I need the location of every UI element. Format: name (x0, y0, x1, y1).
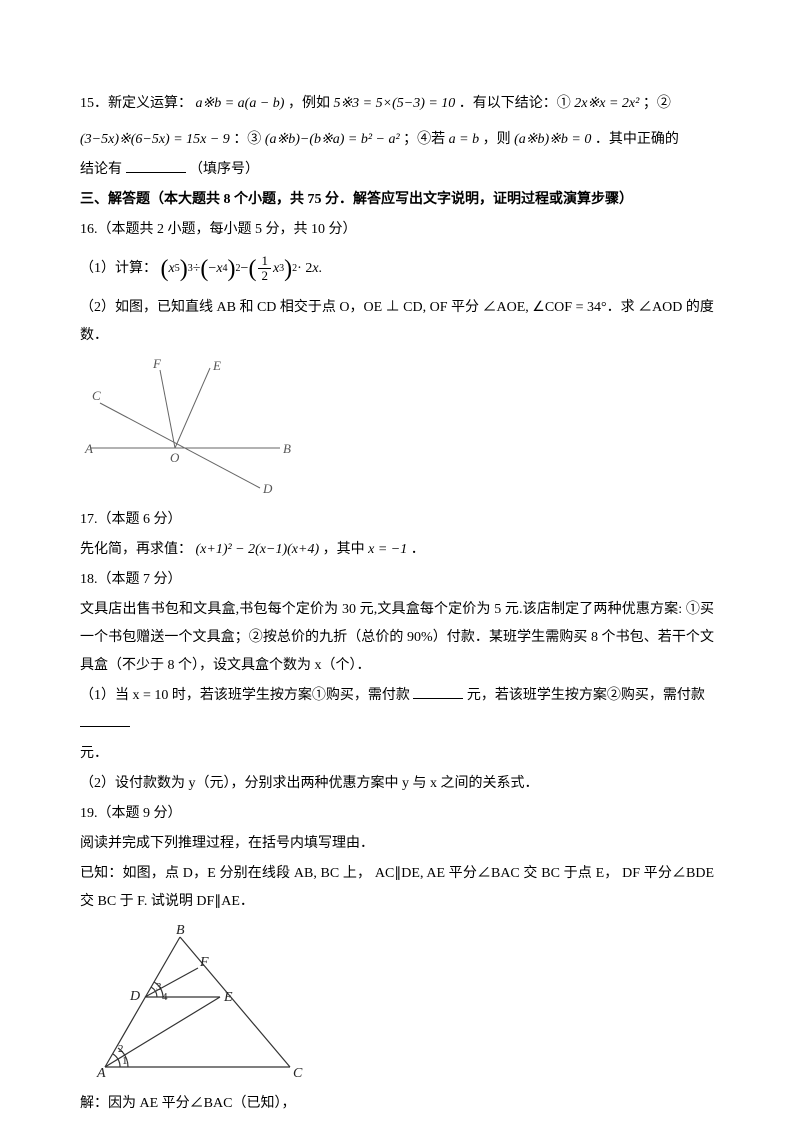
q17-body: 先化简，再求值： (x+1)² − 2(x−1)(x+4) ，其中 x = −1… (80, 536, 714, 564)
q19-sol: 解：因为 AE 平分∠BAC（已知）， (80, 1090, 714, 1118)
d1-E: E (212, 358, 221, 373)
d2-C: C (293, 1066, 303, 1081)
q18-blank1[interactable] (413, 685, 463, 699)
q18-p3: （2）设付款数为 y（元），分别求出两种优惠方案中 y 与 x 之间的关系式． (80, 770, 714, 798)
q15-c1: 2x※x = 2x² (574, 96, 639, 111)
d1-F: F (152, 358, 162, 371)
q18-header: 18.（本题 7 分） (80, 566, 714, 594)
q16-header: 16.（本题共 2 小题，每小题 5 分，共 10 分） (80, 216, 714, 244)
d2-B: B (176, 923, 185, 938)
d1-O: O (170, 450, 180, 465)
diagram2: A B C D E F 1 2 3 4 (80, 922, 714, 1082)
q15-ex: 5※3 = 5×(5−3) = 10 (333, 96, 455, 111)
q17-cond: x = −1 (368, 542, 407, 557)
d2-ang1: 1 (122, 1055, 128, 1067)
q15-sep2: ：③ (233, 132, 261, 147)
d2-ang4: 4 (162, 991, 168, 1003)
q15-sep3: ；④若 (403, 132, 445, 147)
d2-A: A (96, 1066, 106, 1081)
q15-sep1: ；② (643, 96, 671, 111)
q17-header: 17.（本题 6 分） (80, 506, 714, 534)
diagram1: A B C D E F O (80, 358, 714, 498)
q18-p2: （1）当 x = 10 时，若该班学生按方案①购买，需付款 元，若该班学生按方案… (80, 682, 714, 738)
q15-tail: ．其中正确的 (595, 132, 679, 147)
q19-header: 19.（本题 9 分） (80, 800, 714, 828)
diagram1-svg: A B C D E F O (80, 358, 300, 498)
q15-def: a※b = a(a − b) (196, 96, 285, 111)
q15-c4c: a = b (449, 132, 479, 147)
q17-expr: (x+1)² − 2(x−1)(x+4) (196, 542, 320, 557)
q18-blank2[interactable] (80, 713, 130, 727)
q16-part1: （1）计算： (x5)3 ÷ (−x4)2 − (12x3)2 · 2x . (80, 254, 714, 284)
q15-concl: ．有以下结论：① (459, 96, 571, 111)
d2-F: F (199, 955, 209, 970)
q18-p2a: （1）当 x = 10 时，若该班学生按方案①购买，需付款 (80, 688, 410, 703)
d1-C: C (92, 388, 101, 403)
q19-p1: 阅读并完成下列推理过程，在括号内填写理由． (80, 830, 714, 858)
d2-ang2: 2 (118, 1043, 124, 1055)
q15-line1: 15．新定义运算： a※b = a(a − b) ，例如 5※3 = 5×(5−… (80, 90, 714, 118)
q15-c4t: ，则 (483, 132, 511, 147)
diagram2-svg: A B C D E F 1 2 3 4 (80, 922, 310, 1082)
q16-formula: (x5)3 ÷ (−x4)2 − (12x3)2 · 2x . (161, 254, 323, 284)
q15-blank[interactable] (126, 159, 186, 173)
q15-c4: (a※b)※b = 0 (514, 132, 591, 147)
q15-c2: (3−5x)※(6−5x) = 15x − 9 (80, 132, 230, 147)
d1-D: D (262, 481, 273, 496)
d1-B: B (283, 441, 291, 456)
q15-c3: (a※b)−(b※a) = b² − a² (265, 132, 400, 147)
d1-A: A (84, 441, 93, 456)
q16-part2: （2）如图，已知直线 AB 和 CD 相交于点 O，OE ⊥ CD, OF 平分… (80, 294, 714, 350)
q17-suffix: ． (411, 542, 425, 557)
q15-ex-label: ，例如 (288, 96, 330, 111)
q15-line2: (3−5x)※(6−5x) = 15x − 9 ：③ (a※b)−(b※a) =… (80, 126, 714, 154)
q18-p2b: 元，若该班学生按方案②购买，需付款 (467, 688, 705, 703)
q17-mid: ，其中 (323, 542, 365, 557)
q15-l3: 结论有 (80, 162, 122, 177)
q17-prefix: 先化简，再求值： (80, 542, 192, 557)
d2-D: D (129, 989, 140, 1004)
q18-p2c: 元． (80, 740, 714, 768)
d2-E: E (223, 990, 233, 1005)
q15-line3: 结论有 （填序号） (80, 156, 714, 184)
q19-p2: 已知：如图，点 D，E 分别在线段 AB, BC 上， AC∥DE, AE 平分… (80, 860, 714, 916)
q15-fill: （填序号） (189, 162, 259, 177)
q18-p1: 文具店出售书包和文具盒,书包每个定价为 30 元,文具盒每个定价为 5 元.该店… (80, 596, 714, 680)
q16-p1-label: （1）计算： (80, 261, 157, 276)
section3-title: 三、解答题（本大题共 8 个小题，共 75 分．解答应写出文字说明，证明过程或演… (80, 186, 714, 214)
q15-prefix: 15．新定义运算： (80, 96, 192, 111)
